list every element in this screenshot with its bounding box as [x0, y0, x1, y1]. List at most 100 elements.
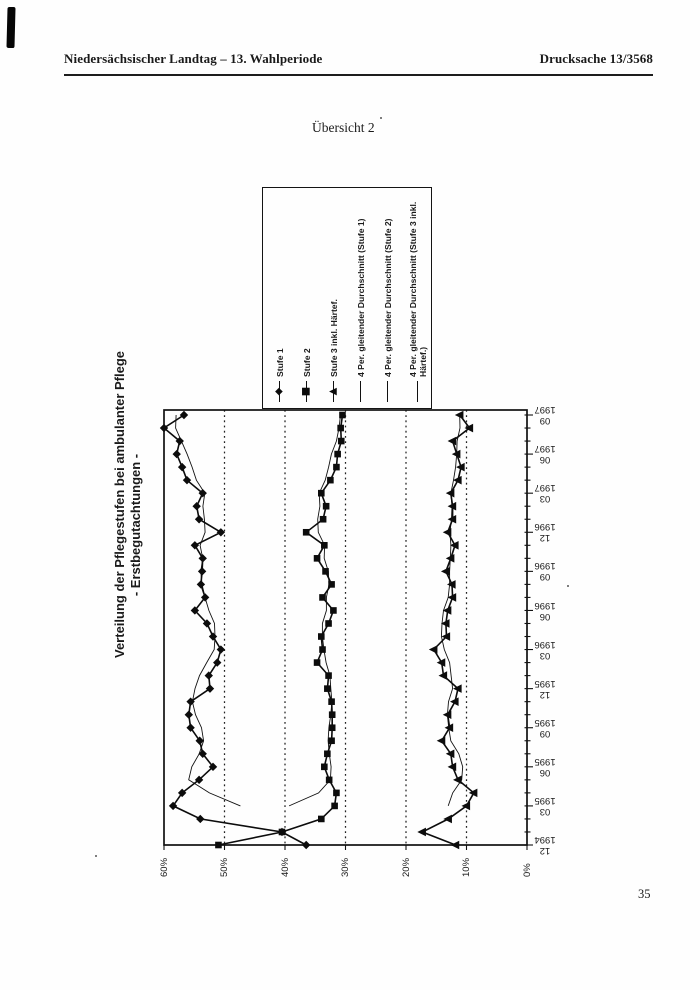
diamond-marker-icon	[301, 840, 311, 850]
square-marker-icon	[215, 841, 222, 849]
legend-line-sample: ■	[300, 381, 313, 402]
legend-line-sample	[382, 381, 394, 402]
diamond-marker-icon	[277, 827, 287, 837]
plot-border	[163, 409, 528, 846]
value-axis-label: 50%	[219, 857, 230, 877]
diamond-marker-icon	[194, 515, 204, 524]
square-marker-icon	[321, 542, 328, 549]
diamond-marker-icon	[177, 462, 187, 472]
triangle-marker-icon	[445, 749, 455, 759]
chart-legend: ◆ Stufe 1 ■ Stufe 2 ▲ Stufe 3 inkl. Härt…	[262, 187, 432, 409]
diamond-marker-icon	[192, 502, 201, 511]
diamond-marker-icon	[168, 801, 178, 811]
diamond-marker-icon	[190, 606, 200, 615]
diamond-marker-icon	[213, 658, 222, 667]
triangle-marker-icon	[451, 449, 461, 459]
diamond-marker-icon	[186, 697, 195, 706]
ma-line-2	[288, 414, 341, 807]
triangle-marker-icon	[436, 658, 446, 667]
chart-title: Verteilung der Pflegestufen bei ambulant…	[112, 350, 146, 658]
caption-uebersicht: Übersicht 2	[312, 120, 375, 135]
triangle-marker-icon	[447, 593, 457, 602]
scan-corner-mark	[6, 6, 16, 49]
square-marker-icon	[339, 411, 346, 419]
diamond-marker-icon	[205, 684, 215, 693]
triangle-marker-icon	[454, 410, 464, 420]
square-marker-icon	[318, 633, 325, 640]
header-right: Drucksache 13/3568	[539, 51, 653, 66]
diamond-marker-icon	[198, 554, 207, 563]
series-line-2	[218, 414, 344, 846]
triangle-marker-icon	[446, 580, 456, 589]
legend-line-sample: ◆	[273, 381, 286, 402]
square-marker-icon	[318, 489, 325, 497]
diamond-marker-icon	[196, 814, 205, 824]
series-line-1	[162, 414, 307, 846]
triangle-marker-icon	[447, 501, 457, 511]
square-marker-icon	[328, 711, 336, 718]
square-marker-icon	[337, 437, 345, 445]
square-marker-icon	[313, 555, 321, 562]
diamond-marker-icon	[200, 593, 210, 602]
square-marker-icon	[328, 698, 335, 705]
diamond-marker-icon	[216, 528, 226, 537]
triangle-marker-icon	[445, 488, 455, 498]
ma-line-1	[175, 414, 241, 807]
time-axis-label: 06 1996	[534, 600, 556, 622]
triangle-marker-icon	[440, 619, 450, 628]
square-marker-icon	[325, 620, 332, 627]
chart-title-line1: Verteilung der Pflegestufen bei ambulant…	[112, 350, 127, 658]
triangle-marker-icon	[464, 423, 474, 433]
diamond-marker-icon	[190, 541, 200, 550]
triangle-marker-icon	[444, 723, 454, 733]
diamond-marker-icon	[197, 567, 207, 576]
legend-item-stufe-3: ▲ Stufe 3 inkl. Härtef.	[320, 190, 347, 402]
time-axis-label: 09 1997	[534, 404, 556, 427]
diamond-marker-icon	[186, 723, 195, 732]
diamond-marker-icon	[204, 671, 213, 680]
triangle-marker-icon	[468, 788, 478, 798]
triangle-marker-icon	[456, 462, 465, 472]
square-marker-icon	[331, 802, 338, 810]
time-axis-label: 06 1995	[534, 756, 556, 778]
time-axis-label: 03 1997	[534, 482, 556, 505]
legend-item-ma-2: 4 Per. gleitender Durchschnitt (Stufe 2)	[374, 190, 401, 402]
diamond-marker-icon	[182, 475, 192, 485]
square-marker-icon	[319, 646, 326, 653]
legend-line-sample	[412, 381, 424, 402]
legend-item-stufe-2: ■ Stufe 2	[293, 190, 320, 402]
triangle-marker-icon	[453, 684, 462, 693]
value-axis-label: 30%	[340, 857, 351, 877]
triangle-marker-icon	[450, 697, 459, 706]
square-marker-icon: ■	[300, 386, 312, 397]
triangle-marker-icon	[447, 436, 457, 446]
value-axis-label: 40%	[279, 857, 291, 877]
triangle-marker-icon	[453, 775, 462, 785]
triangle-marker-icon	[428, 645, 438, 654]
triangle-marker-icon	[447, 514, 457, 524]
diamond-marker-icon	[198, 749, 207, 758]
legend-label-stufe-3: Stufe 3 inkl. Härtef.	[328, 299, 339, 377]
diamond-marker-icon: ◆	[273, 387, 285, 396]
square-marker-icon	[327, 476, 334, 484]
time-axis-label: 09 1995	[534, 717, 556, 739]
scan-speck	[95, 855, 97, 857]
square-marker-icon	[322, 502, 330, 510]
triangle-marker-icon	[440, 567, 450, 576]
square-marker-icon	[324, 685, 331, 692]
chart-title-line2: - Erstbegutachtungen -	[128, 453, 143, 597]
triangle-marker-icon	[436, 736, 446, 746]
square-marker-icon	[324, 750, 331, 758]
square-marker-icon	[334, 450, 341, 458]
square-marker-icon	[325, 672, 332, 679]
square-marker-icon	[319, 594, 326, 601]
triangle-marker-icon	[450, 840, 460, 850]
legend-line-sample: ▲	[327, 381, 340, 402]
diamond-marker-icon	[196, 580, 206, 589]
diamond-marker-icon	[202, 619, 212, 628]
square-marker-icon	[319, 515, 327, 523]
time-axis-label: 06 1997	[534, 443, 556, 466]
value-axis-label: 10%	[461, 857, 472, 877]
